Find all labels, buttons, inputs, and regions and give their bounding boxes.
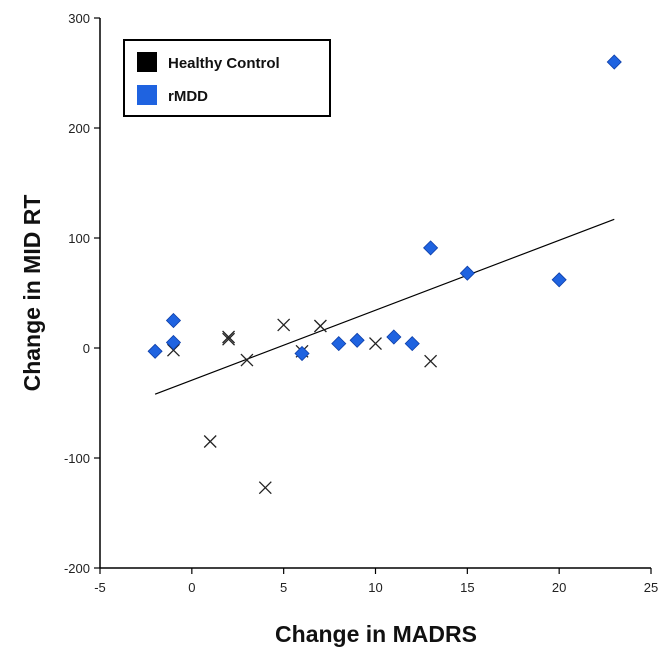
healthy-control-point (369, 337, 382, 351)
axes: -5 0 5 10 15 20 25 -200 -100 0 100 200 300 (64, 11, 658, 595)
x-tick-label: 15 (460, 580, 474, 595)
rmdd-point (294, 345, 310, 362)
x-tick-label: 0 (188, 580, 195, 595)
healthy-control-point (424, 354, 438, 368)
rmdd-point (147, 343, 163, 359)
legend: Healthy Control rMDD (123, 39, 331, 117)
x-tick-label: 25 (644, 580, 658, 595)
legend-label-healthy-control: Healthy Control (168, 55, 280, 72)
x-tick-label: 20 (552, 580, 566, 595)
legend-box (123, 39, 331, 117)
legend-swatch-rmdd (137, 85, 157, 105)
points-layer (147, 54, 622, 495)
healthy-control-point (203, 435, 217, 448)
healthy-control-point (277, 318, 291, 332)
y-tick-label: 100 (68, 231, 90, 246)
healthy-control-point (313, 319, 327, 333)
legend-label-rmdd: rMDD (168, 88, 208, 105)
y-tick-label: -200 (64, 561, 90, 576)
rmdd-point (551, 272, 567, 288)
y-tick-label: 200 (68, 121, 90, 136)
rmdd-point (386, 329, 402, 345)
x-tick-label: 5 (280, 580, 287, 595)
healthy-control-point (258, 481, 272, 495)
y-axis-title: Change in MID RT (19, 195, 45, 392)
regression-line (154, 218, 615, 395)
rmdd-point (349, 332, 365, 348)
trendline-layer (154, 218, 615, 395)
rmdd-point (423, 240, 439, 256)
y-tick-label: 0 (83, 341, 90, 356)
healthy-control-point (240, 353, 254, 367)
rmdd-point (165, 312, 182, 329)
x-tick-label: -5 (94, 580, 106, 595)
rmdd-point (331, 336, 347, 352)
legend-swatch-healthy-control (137, 52, 157, 72)
rmdd-point (165, 334, 182, 351)
healthy-control-point (222, 332, 236, 346)
rmdd-point (459, 265, 475, 281)
healthy-control-point (167, 343, 180, 357)
y-tick-label: -100 (64, 451, 90, 466)
rmdd-point (606, 54, 622, 70)
healthy-control-point (222, 330, 236, 344)
x-tick-label: 10 (368, 580, 382, 595)
x-axis-title: Change in MADRS (275, 621, 477, 647)
rmdd-point (404, 336, 420, 352)
y-tick-label: 300 (68, 11, 90, 26)
